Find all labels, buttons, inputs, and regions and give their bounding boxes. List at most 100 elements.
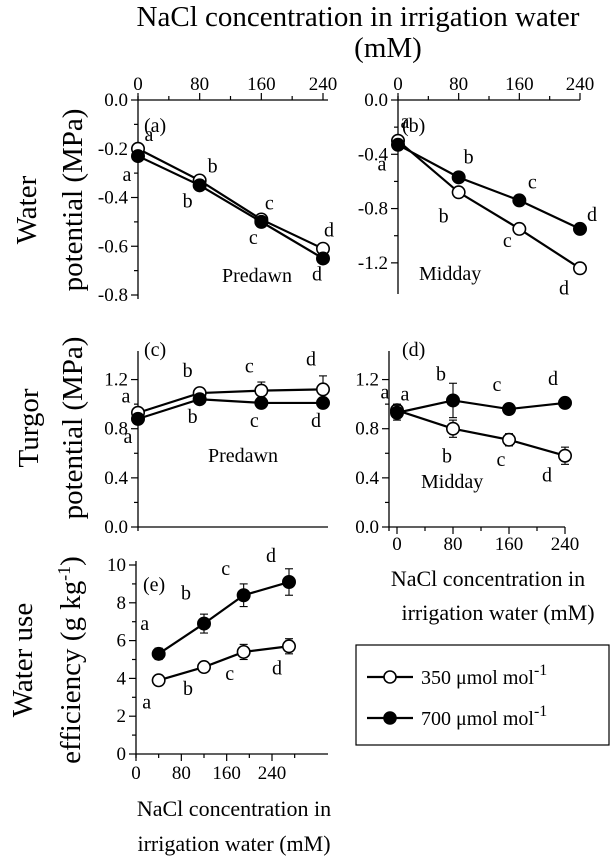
significance-letter-a: b [183,190,193,212]
legend-marker-700 [383,711,397,725]
y-tick-label-b: -0.4 [358,144,389,165]
panel-annotation-b: Midday [419,263,481,285]
panel-label-e: (e) [143,574,165,596]
data-point-b-open [572,261,587,276]
data-point-e-filled [236,588,251,603]
significance-letter-c: b [188,406,198,428]
x-tick-label-b: 160 [505,74,534,95]
ylabel-wue-main: efficiency (g kg [55,581,87,764]
y-tick-label-a: 0.0 [104,90,128,111]
significance-letter-e: a [140,613,149,635]
ylabel-turgor-line1: Turgor [13,388,45,467]
significance-letter-d: b [436,363,446,385]
significance-letter-b: c [503,230,512,252]
data-point-c-open [254,383,269,398]
data-point-b-filled [572,221,587,236]
legend-label-350: 350 μmol mol-1 [421,662,547,689]
series-line-d-open [396,409,566,457]
significance-letter-c: c [245,356,254,378]
data-point-a-filled [315,251,330,266]
y-tick-label-c: 1.2 [104,370,128,391]
ylabel-wue-close: ) [55,556,87,566]
right-x-axis-label-line1: NaCl concentration in [391,566,585,591]
significance-letter-d: d [542,465,552,487]
significance-letter-e: d [266,545,276,567]
significance-letter-e: b [183,678,193,700]
bottom-x-axis-label-line1: NaCl concentration in [137,796,331,821]
significance-letter-d: c [497,449,506,471]
series-line-a-open [137,147,324,250]
y-tick-label-e: 0 [117,744,127,765]
significance-letter-b: a [378,154,387,176]
significance-letter-c: a [124,426,133,448]
y-tick-label-d: 0.0 [355,517,379,538]
ylabel-water-line2: potential (MPa) [57,109,89,292]
significance-letter-d: a [381,381,390,403]
data-point-d-open [445,421,460,436]
x-tick-label-a: 240 [309,74,338,95]
data-point-c-filled [254,395,269,410]
panel-e: 0 2 4 6 8 10 0 80 160 240 (e) a b c d a b c d [107,545,328,784]
panel-b: 0.0 -0.4 -0.8 -1.2 0 80 160 240 (b) Midday a b c d a b c… [358,74,597,299]
y-tick-label-b: -1.2 [358,253,388,274]
significance-letter-b: d [587,204,597,226]
x-tick-label-a: 160 [247,74,276,95]
data-point-a-filled [254,214,269,229]
panel-c: 0.0 0.4 0.8 1.2 (c) Predawn a b c d a b c d [104,339,330,538]
panel-d: 0.0 0.4 0.8 1.2 0 80 160 240 (d) Midday a b c d a b c d [355,339,579,555]
series-line-c-open [137,388,324,414]
y-tick-label-c: 0.0 [104,517,128,538]
data-point-b-filled [512,193,527,208]
ylabel-turgor-line2: potential (MPa) [57,337,89,520]
significance-letter-a: b [208,155,218,177]
panel-annotation-d: Midday [421,471,483,493]
x-tick-label-e: 0 [131,763,141,784]
y-tick-label-a: -0.8 [98,285,128,306]
panel-a: 0.0 -0.2 -0.4 -0.6 -0.8 0 80 160 240 (a) Predawn a b… [98,74,337,306]
x-tick-label-b: 0 [393,74,403,95]
x-tick-label-a: 0 [133,74,143,95]
significance-letter-b: c [528,171,537,193]
legend-label-350-main: 350 μmol mol [421,667,534,689]
x-tick-label-d: 240 [551,534,580,555]
series-line-c-filled [137,398,323,420]
legend-marker-350 [383,670,397,684]
series-line-b-open [397,139,581,270]
x-tick-label-d: 0 [392,534,402,555]
y-tick-label-d: 0.4 [355,468,379,489]
significance-letter-c: d [311,410,321,432]
data-point-d-filled [445,393,460,408]
panel-label-b: (b) [402,115,425,137]
data-point-e-filled [197,616,212,631]
legend-label-350-sup: -1 [534,662,547,679]
panel-label-a: (a) [144,115,166,137]
y-tick-label-a: -0.6 [98,236,128,257]
data-point-b-filled [451,170,466,185]
x-tick-label-d: 80 [444,534,463,555]
significance-letter-e: c [221,558,230,580]
legend-label-700-main: 700 μmol mol [421,708,534,730]
y-tick-label-e: 2 [117,706,127,727]
y-tick-label-e: 6 [117,631,127,652]
x-tick-label-b: 240 [566,74,595,95]
significance-letter-a: d [324,220,334,242]
panel-label-c: (c) [144,339,166,361]
y-tick-label-a: -0.2 [98,139,128,160]
x-tick-label-e: 240 [258,763,287,784]
significance-letter-e: d [272,657,282,679]
x-tick-label-a: 80 [190,74,209,95]
panel-label-d: (d) [402,339,425,361]
significance-letter-b: a [401,111,410,133]
right-x-axis-label-line2: irrigation water (mM) [401,600,594,625]
data-point-c-filled [131,411,146,426]
x-tick-label-b: 80 [449,74,468,95]
y-tick-label-d: 0.8 [355,419,379,440]
panel-annotation-a: Predawn [222,265,292,287]
ylabel-wue-sup: -1 [54,566,74,581]
series-line-e-filled [158,580,290,655]
x-tick-label-e: 160 [212,763,241,784]
series-line-b-filled [397,143,581,230]
significance-letter-c: c [250,410,259,432]
data-point-d-filled [501,402,516,417]
